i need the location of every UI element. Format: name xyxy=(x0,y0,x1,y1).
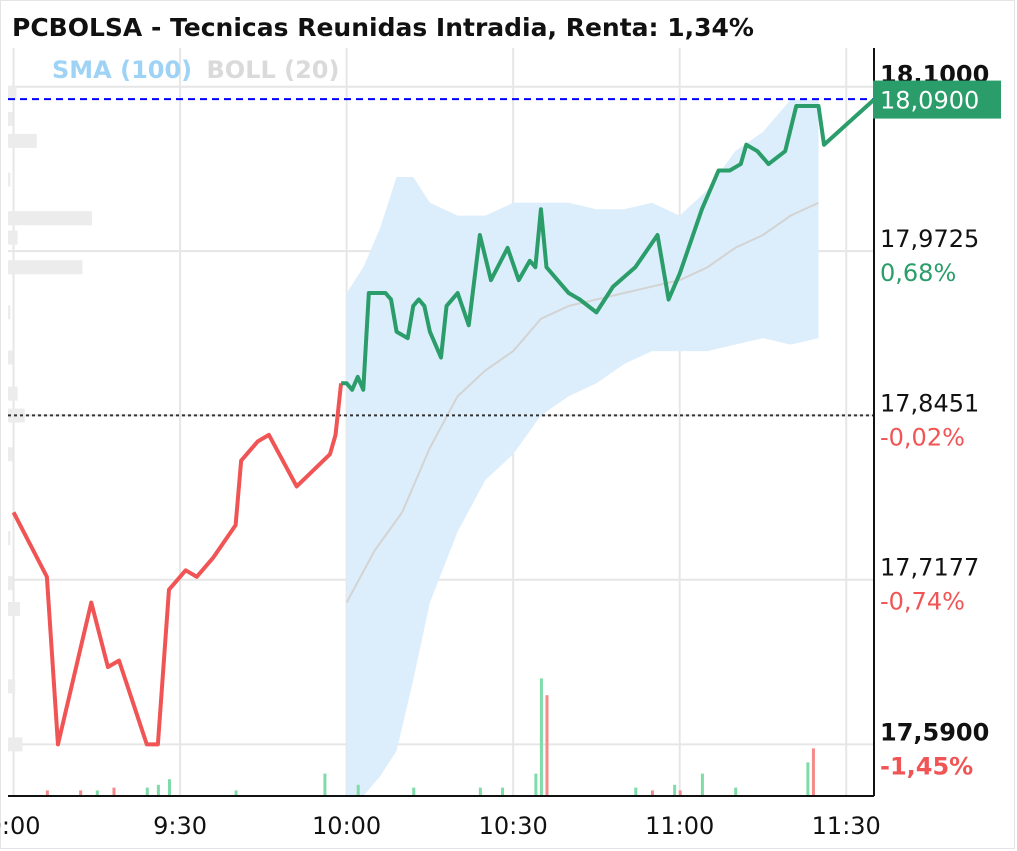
volume-bar xyxy=(811,748,815,796)
volume-bar xyxy=(167,779,171,796)
volume-profile-bar xyxy=(8,576,13,591)
reference-lines xyxy=(8,98,874,417)
price-line xyxy=(11,98,876,747)
volume-bar xyxy=(678,790,682,796)
volume-profile-bar xyxy=(8,86,17,101)
volume-bar xyxy=(650,790,654,796)
volume-bar xyxy=(45,790,49,796)
volume-bar xyxy=(156,784,160,796)
y-tick-label: 17,7177 xyxy=(880,554,979,582)
y-tick-percent: 0,68% xyxy=(880,259,956,287)
last-price-box xyxy=(873,80,1001,119)
volume-profile-bar xyxy=(8,350,13,365)
indicator-legend: SMA (100) BOLL (20) xyxy=(52,56,339,84)
x-tick-label: 11:00 xyxy=(645,812,714,840)
volume-bar xyxy=(95,790,99,796)
volume-bar xyxy=(700,773,704,796)
price-series-down xyxy=(11,383,344,747)
volume-profile-bar xyxy=(8,679,16,694)
volume-profile-bar xyxy=(8,230,18,245)
y-tick-percent: -1,45% xyxy=(880,752,973,780)
volume-profile-bar xyxy=(8,111,13,126)
price-series-up xyxy=(341,98,876,392)
volume-profile-bar xyxy=(8,305,11,320)
volume-bar xyxy=(79,790,83,796)
volume-bar xyxy=(323,773,327,796)
legend-boll[interactable]: BOLL (20) xyxy=(206,56,340,84)
y-axis-labels: 18,100017,97250,68%17,8451-0,02%17,7177-… xyxy=(880,61,989,781)
volume-bar xyxy=(634,787,638,796)
volume-bar xyxy=(112,787,116,796)
volume-bar xyxy=(234,790,238,796)
volume-profile-bar xyxy=(8,133,37,148)
x-axis-labels: 9:00 9:30 10:00 10:30 11:00 11:30 xyxy=(0,812,881,840)
volume-profile-bar xyxy=(8,386,18,401)
y-tick-percent: -0,74% xyxy=(880,588,965,616)
volume-profile-bar xyxy=(8,737,23,752)
bollinger-band-area xyxy=(346,99,819,797)
x-tick-label: 10:00 xyxy=(312,812,381,840)
volume-bars xyxy=(45,678,815,796)
volume-bar xyxy=(412,787,416,796)
x-tick-label: 9:00 xyxy=(0,812,41,840)
volume-bar xyxy=(545,695,549,796)
volume-bar xyxy=(145,787,149,796)
volume-profile-bar xyxy=(8,531,11,546)
bollinger-band xyxy=(346,99,819,797)
last-price-marker: 18,0900 xyxy=(873,80,1001,119)
volume-bar xyxy=(478,787,482,796)
volume-bar xyxy=(806,762,810,796)
volume-bar xyxy=(734,787,738,796)
volume-bar xyxy=(539,678,543,796)
x-tick-label: 10:30 xyxy=(479,812,548,840)
y-tick-label: 17,8451 xyxy=(880,389,979,417)
x-tick-label: 9:30 xyxy=(153,812,207,840)
volume-profile-bar xyxy=(8,602,20,616)
volume-bar xyxy=(356,784,360,796)
volume-profile-bar xyxy=(8,172,11,187)
volume-bar xyxy=(501,787,505,796)
y-tick-label: 17,9725 xyxy=(880,225,979,253)
volume-profile-bar xyxy=(8,447,13,462)
last-price-label: 18,0900 xyxy=(880,87,979,115)
chart-axes xyxy=(8,48,875,797)
y-tick-label: 17,5900 xyxy=(880,718,989,746)
volume-profile-bar xyxy=(8,260,83,275)
volume-bar xyxy=(673,784,677,796)
volume-profile xyxy=(8,86,92,752)
y-tick-percent: -0,02% xyxy=(880,423,965,451)
chart-title: PCBOLSA - Tecnicas Reunidas Intradia, Re… xyxy=(8,8,872,48)
x-tick-label: 11:30 xyxy=(812,812,881,840)
legend-sma[interactable]: SMA (100) xyxy=(52,56,193,84)
volume-profile-bar xyxy=(8,211,92,226)
volume-bar xyxy=(534,773,538,796)
